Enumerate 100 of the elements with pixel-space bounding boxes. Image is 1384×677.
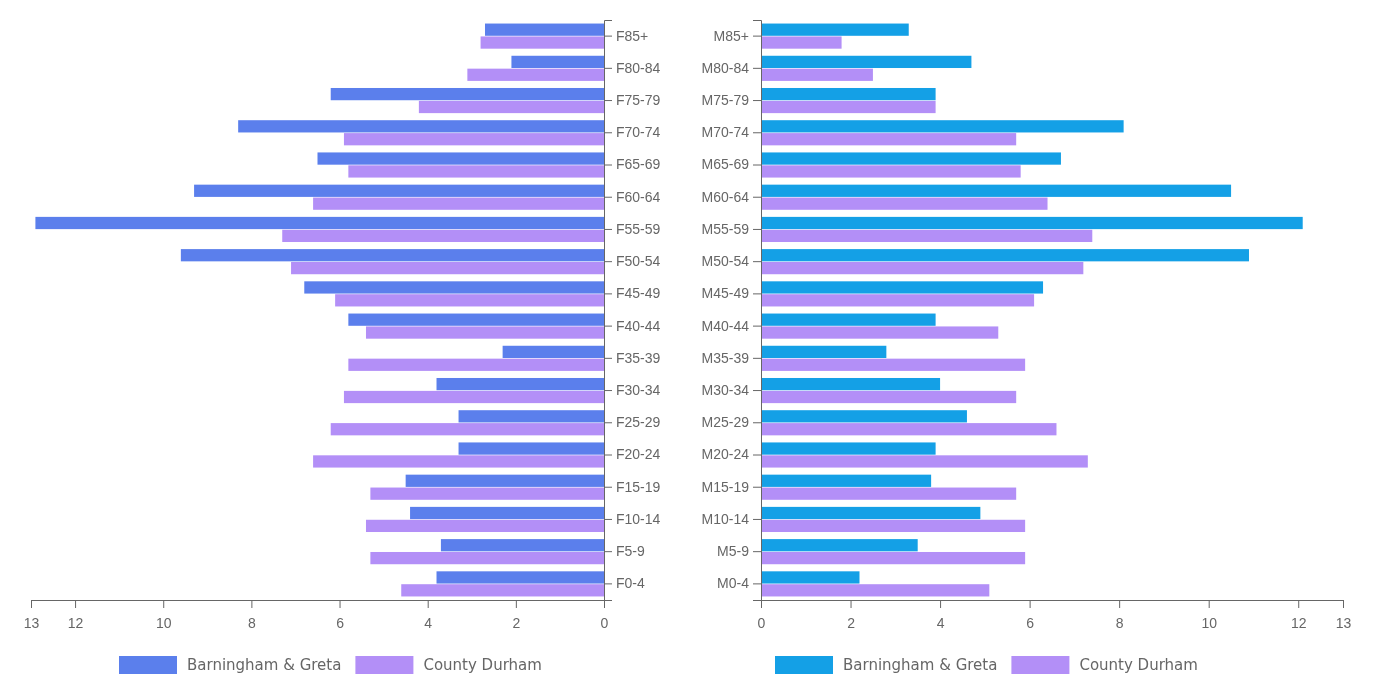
x-tick-label: 0 [600, 614, 609, 631]
bar [335, 294, 604, 307]
y-tick-label: F30-34 [616, 382, 661, 399]
y-tick-label: F5-9 [616, 543, 645, 560]
bar [458, 410, 604, 423]
bar [761, 184, 1232, 197]
x-tick-label: 13 [23, 614, 40, 631]
y-tick-label: M65-69 [701, 156, 750, 173]
bar [761, 87, 936, 101]
y-tick-label: M70-74 [701, 124, 750, 141]
bar [761, 36, 842, 49]
bar [761, 455, 1088, 468]
x-tick-label: 8 [247, 614, 256, 631]
y-tick-label: F50-54 [616, 253, 661, 270]
legend-label: County Durham [1079, 656, 1198, 674]
bar [761, 281, 1044, 294]
y-tick-label: F70-74 [616, 124, 661, 141]
x-tick-label: 4 [936, 614, 945, 631]
x-tick-label: 10 [1201, 614, 1218, 631]
bar [291, 261, 604, 275]
y-tick-label: M0-4 [717, 575, 750, 592]
bar [761, 216, 1303, 230]
bar [317, 152, 604, 165]
bar [761, 345, 887, 359]
y-tick-label: M25-29 [701, 414, 750, 431]
bar [761, 423, 1057, 436]
bar [35, 216, 604, 230]
bar [761, 410, 967, 423]
bar [761, 152, 1061, 165]
y-tick-label: M60-64 [701, 188, 750, 205]
bar [194, 184, 604, 197]
bar [365, 519, 604, 533]
bar [761, 584, 990, 597]
y-tick-label: M80-84 [701, 59, 750, 76]
y-tick-label: M35-39 [701, 349, 750, 366]
x-tick-label: 6 [336, 614, 345, 631]
bar [480, 36, 604, 49]
bar [418, 100, 604, 114]
bar [436, 571, 604, 584]
bar [440, 539, 604, 552]
bar [761, 390, 1017, 404]
bar [304, 281, 604, 294]
bar [343, 133, 604, 146]
bar [761, 358, 1026, 371]
x-tick-label: 12 [67, 614, 84, 631]
bar [761, 519, 1026, 533]
bar [238, 120, 604, 133]
bar [370, 487, 604, 500]
x-tick-label: 4 [424, 614, 433, 631]
bar [761, 442, 936, 455]
bar [282, 229, 604, 243]
y-tick-label: F65-69 [616, 156, 661, 173]
y-tick-label: M75-79 [701, 92, 750, 109]
bar [761, 506, 981, 520]
bar [761, 326, 999, 339]
bar [410, 506, 604, 520]
bar [761, 313, 936, 326]
legend-label: Barningham & Greta [187, 656, 342, 674]
y-tick-label: F40-44 [616, 317, 661, 334]
bar [330, 87, 604, 101]
y-tick-label: M10-14 [701, 510, 750, 527]
y-tick-label: M30-34 [701, 382, 750, 399]
y-tick-label: F35-39 [616, 349, 661, 366]
y-tick-label: M45-49 [701, 285, 750, 302]
y-tick-label: M5-9 [717, 543, 750, 560]
bar [313, 197, 604, 210]
x-tick-label: 8 [1115, 614, 1124, 631]
bar [761, 539, 918, 552]
bar [348, 313, 604, 326]
y-tick-label: M20-24 [701, 446, 750, 463]
legend-label: Barningham & Greta [843, 656, 998, 674]
y-tick-label: M50-54 [701, 253, 750, 270]
y-tick-label: F20-24 [616, 446, 661, 463]
bar [343, 390, 604, 404]
y-tick-label: F85+ [616, 27, 649, 44]
x-tick-label: 6 [1026, 614, 1035, 631]
bar [405, 474, 604, 487]
x-tick-label: 2 [512, 614, 521, 631]
bar [502, 345, 604, 359]
y-tick-label: F45-49 [616, 285, 661, 302]
bar [484, 23, 604, 36]
y-tick-label: M85+ [713, 27, 749, 44]
bar [365, 326, 604, 339]
bar [761, 133, 1017, 146]
y-tick-label: F15-19 [616, 478, 661, 495]
bar [761, 197, 1048, 210]
bar [761, 249, 1249, 262]
bar [761, 294, 1035, 307]
x-tick-label: 12 [1290, 614, 1307, 631]
x-tick-label: 10 [155, 614, 172, 631]
y-tick-label: F25-29 [616, 414, 661, 431]
bar [761, 120, 1124, 133]
x-tick-label: 0 [757, 614, 766, 631]
bar [761, 571, 860, 584]
bar [761, 487, 1017, 500]
bar [761, 100, 936, 114]
bar [180, 249, 604, 262]
y-tick-label: M15-19 [701, 478, 750, 495]
y-tick-label: M55-59 [701, 220, 750, 237]
bar [761, 55, 972, 69]
